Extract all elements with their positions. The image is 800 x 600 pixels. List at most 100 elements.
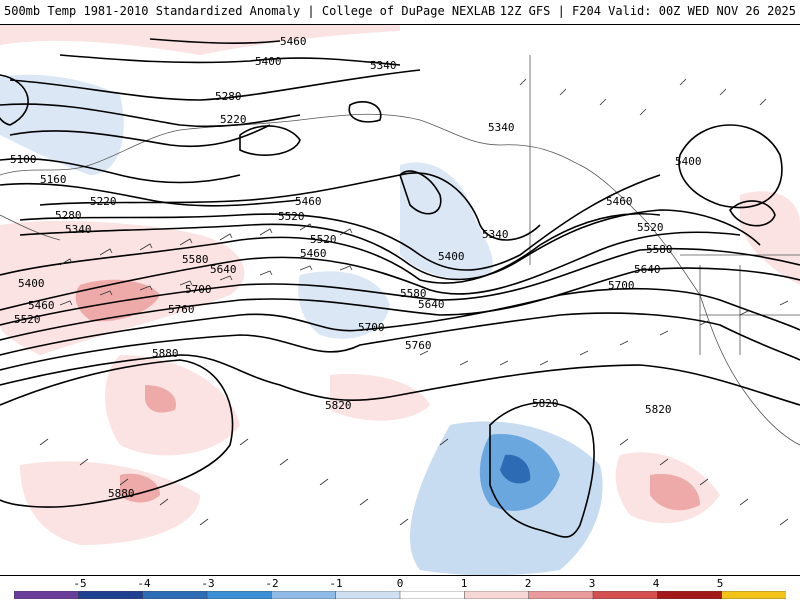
contour-label: 5400 xyxy=(438,250,465,263)
colorbar-gradient xyxy=(14,591,786,599)
height-contours xyxy=(0,38,800,538)
coastline-alaska-canada xyxy=(0,113,800,446)
colorbar-segment xyxy=(464,591,530,599)
contour-label: 5220 xyxy=(90,195,117,208)
contour-5400-north xyxy=(59,54,401,66)
contour-label: 5520 xyxy=(310,233,337,246)
colorbar-tick-label: 2 xyxy=(524,577,532,590)
contour-5460-north xyxy=(149,38,281,44)
colorbar-tick-label: -5 xyxy=(73,577,87,590)
colorbar-tick-label: -1 xyxy=(329,577,343,590)
contour-low-small xyxy=(348,101,382,123)
contour-label: 5460 xyxy=(300,247,327,260)
colorbar-segment xyxy=(206,591,273,599)
colorbar-tick-labels: -5 -4 -3 -2 -1 0 1 2 3 4 5 xyxy=(0,576,800,590)
contour-low-east xyxy=(678,124,783,209)
contour-label: 5340 xyxy=(482,228,509,241)
colorbar-tick-label: 4 xyxy=(652,577,660,590)
contour-label: 5640 xyxy=(418,298,445,311)
contour-5700 xyxy=(0,287,800,356)
colorbar-segment xyxy=(14,591,80,599)
colorbar-segment xyxy=(335,591,401,599)
colorbar-segment xyxy=(657,591,723,599)
warm-anomaly-southwest xyxy=(20,461,200,545)
contour-5520 xyxy=(0,231,741,311)
contour-5160 xyxy=(0,182,301,207)
contour-label: 5520 xyxy=(637,221,664,234)
contour-5220 xyxy=(39,172,541,241)
contour-label: 5340 xyxy=(370,59,397,72)
colorbar-tick-label: -4 xyxy=(137,577,151,590)
cold-anomaly-northwest xyxy=(0,74,124,175)
state-borders xyxy=(699,265,800,355)
contour-label: 5280 xyxy=(215,90,242,103)
colorbar-segment xyxy=(721,591,786,599)
colorbar-tick-label: -2 xyxy=(265,577,279,590)
model-valid-time: 12Z GFS | F204 Valid: 00Z WED NOV 26 202… xyxy=(499,4,796,18)
contour-label: 5460 xyxy=(295,195,322,208)
contour-low-east-inner xyxy=(729,200,776,227)
contour-label: 5700 xyxy=(608,279,635,292)
colorbar-segment xyxy=(592,591,659,599)
cold-anomaly-central xyxy=(298,271,390,339)
coastlines xyxy=(0,55,800,446)
colorbar-segment xyxy=(528,591,594,599)
contour-5580 xyxy=(0,247,800,326)
cold-anomaly-gulf xyxy=(400,162,493,279)
warm-anomaly-subtropic-core xyxy=(145,385,176,413)
contour-label: 5580 xyxy=(646,243,673,256)
contour-label: 5880 xyxy=(152,347,179,360)
anomaly-shading xyxy=(0,25,800,575)
contour-label: 5100 xyxy=(10,153,37,166)
contour-5340 xyxy=(19,209,761,281)
colorbar-segment xyxy=(399,591,466,599)
contour-5460 xyxy=(0,212,661,284)
warm-anomaly-core xyxy=(75,279,160,322)
contour-label: 5640 xyxy=(210,263,237,276)
contour-label: 5340 xyxy=(65,223,92,236)
colorbar-tick-label: 3 xyxy=(588,577,596,590)
map-title: 500mb Temp 1981-2010 Standardized Anomal… xyxy=(4,4,496,18)
map-canvas: 5460 5400 5340 5280 5220 5100 5160 5220 … xyxy=(0,25,800,575)
contour-label: 5340 xyxy=(488,121,515,134)
map-header: 500mb Temp 1981-2010 Standardized Anomal… xyxy=(0,0,800,24)
contour-label: 5400 xyxy=(255,55,282,68)
cold-anomaly-southeast-center xyxy=(500,454,531,484)
contour-label: 5820 xyxy=(532,397,559,410)
contour-label: 5520 xyxy=(14,313,41,326)
contour-5640 xyxy=(0,267,800,341)
contour-5100 xyxy=(0,157,241,184)
contour-5880 xyxy=(0,359,234,508)
contour-5820-south xyxy=(489,401,595,538)
contour-label: 5820 xyxy=(645,403,672,416)
contour-label: 5220 xyxy=(220,113,247,126)
contour-label: 5280 xyxy=(55,209,82,222)
contour-low-gulf xyxy=(399,170,442,215)
colorbar-tick-label: 1 xyxy=(460,577,468,590)
contour-5760 xyxy=(0,312,800,371)
contour-low-central xyxy=(239,125,301,156)
contour-label: 5460 xyxy=(28,299,55,312)
contour-5820-north xyxy=(0,354,800,406)
warm-anomaly-north xyxy=(0,25,400,55)
contour-label: 5160 xyxy=(40,173,67,186)
contour-label: 5880 xyxy=(108,487,135,500)
warm-anomaly-east-core xyxy=(650,474,700,511)
coastline-asia xyxy=(0,214,61,241)
contour-label: 5820 xyxy=(325,399,352,412)
contour-5280-north xyxy=(0,103,301,128)
contour-label: 5460 xyxy=(606,195,633,208)
contour-label: 5520 xyxy=(278,210,305,223)
anomaly-colorbar: -5 -4 -3 -2 -1 0 1 2 3 4 5 xyxy=(0,576,800,600)
contour-label: 5700 xyxy=(185,283,212,296)
contour-label: 5400 xyxy=(675,155,702,168)
wind-barbs xyxy=(39,78,789,526)
contour-label: 5460 xyxy=(280,35,307,48)
contour-label: 5580 xyxy=(400,287,427,300)
map-area: 5460 5400 5340 5280 5220 5100 5160 5220 … xyxy=(0,24,800,576)
colorbar-tick-label: -3 xyxy=(201,577,215,590)
colorbar-segment xyxy=(271,591,337,599)
contour-label: 5400 xyxy=(18,277,45,290)
contour-label: 5700 xyxy=(358,321,385,334)
contour-label: 5760 xyxy=(168,303,195,316)
